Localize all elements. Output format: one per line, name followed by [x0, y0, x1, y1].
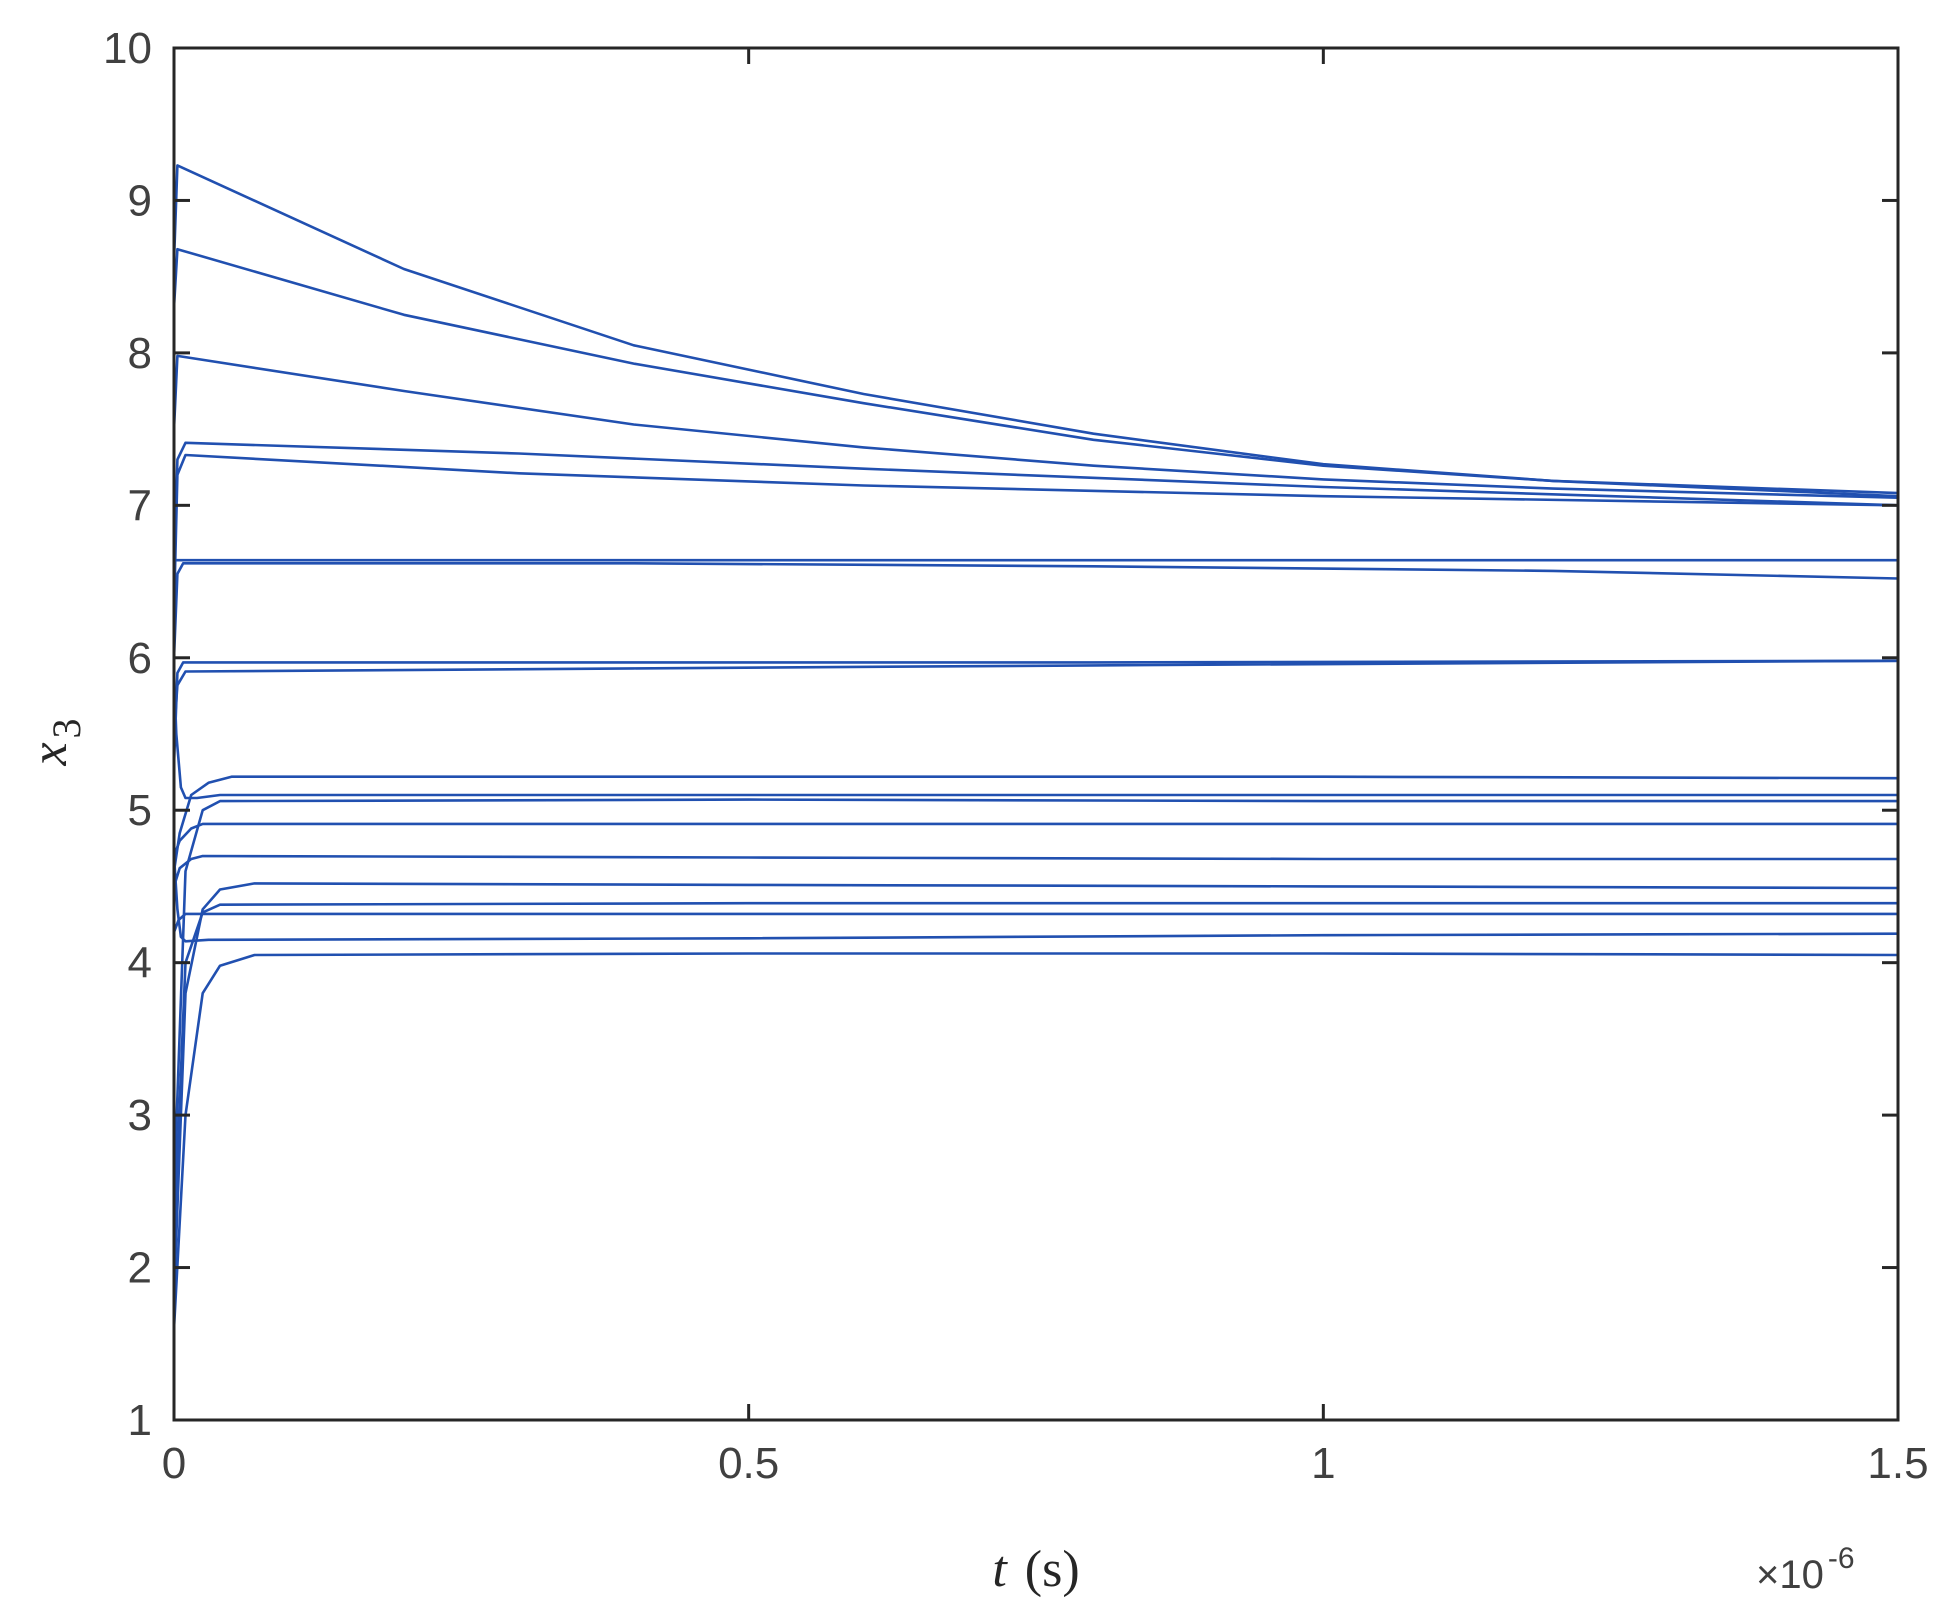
series-line-4 — [172, 441, 1899, 582]
x-axis-label: t (s) — [992, 1541, 1079, 1598]
y-axis-label-group: x 3 — [21, 718, 89, 766]
y-tick-label-3: 3 — [128, 1091, 152, 1140]
y-tick-label-7: 7 — [128, 481, 152, 530]
y-tick-label-2: 2 — [128, 1244, 152, 1293]
x-axis-unit: (s) — [1025, 1541, 1080, 1598]
series-line-15 — [172, 882, 1899, 1299]
x-axis-variable: t — [992, 1541, 1008, 1598]
series-layer — [172, 164, 1899, 1329]
x-tick-label-3: 1 — [1311, 1439, 1335, 1488]
series-line-19 — [172, 952, 1899, 1329]
y-tick-label-8: 8 — [128, 329, 152, 378]
x-axis-multiplier: ×10 -6 — [1756, 1542, 1855, 1597]
series-line-13 — [172, 822, 1898, 857]
x-tick-label-4: 1.5 — [1867, 1439, 1928, 1488]
tick-layer: 0 0.5 1 1.5 1 2 3 4 5 6 7 8 9 10 — [103, 24, 1929, 1488]
y-tick-label-5: 5 — [128, 786, 152, 835]
y-tick-label-9: 9 — [128, 176, 152, 225]
series-line-14 — [172, 854, 1898, 887]
series-line-11 — [172, 775, 1899, 872]
plot-frame — [172, 46, 1900, 1422]
series-line-9 — [172, 659, 1899, 735]
y-axis-label: x 3 — [21, 718, 89, 766]
y-tick-label-10: 10 — [103, 24, 152, 73]
y-axis-variable: x — [21, 742, 78, 766]
series-line-7 — [172, 562, 1899, 658]
series-line-18 — [172, 855, 1899, 943]
x-multiplier-base: ×10 — [1756, 1553, 1824, 1597]
series-line-12 — [172, 798, 1898, 1192]
y-tick-label-4: 4 — [128, 939, 152, 988]
x-tick-label-2: 0.5 — [718, 1439, 779, 1488]
y-tick-label-1: 1 — [128, 1396, 152, 1445]
x-multiplier-exponent: -6 — [1828, 1542, 1855, 1575]
x-tick-label-1: 0 — [162, 1439, 186, 1488]
series-line-3 — [172, 354, 1899, 499]
series-line-5 — [172, 453, 1899, 613]
series-line-2 — [172, 247, 1899, 498]
series-line-10 — [172, 672, 1898, 800]
y-tick-label-6: 6 — [128, 634, 152, 683]
y-axis-subscript: 3 — [44, 718, 89, 738]
